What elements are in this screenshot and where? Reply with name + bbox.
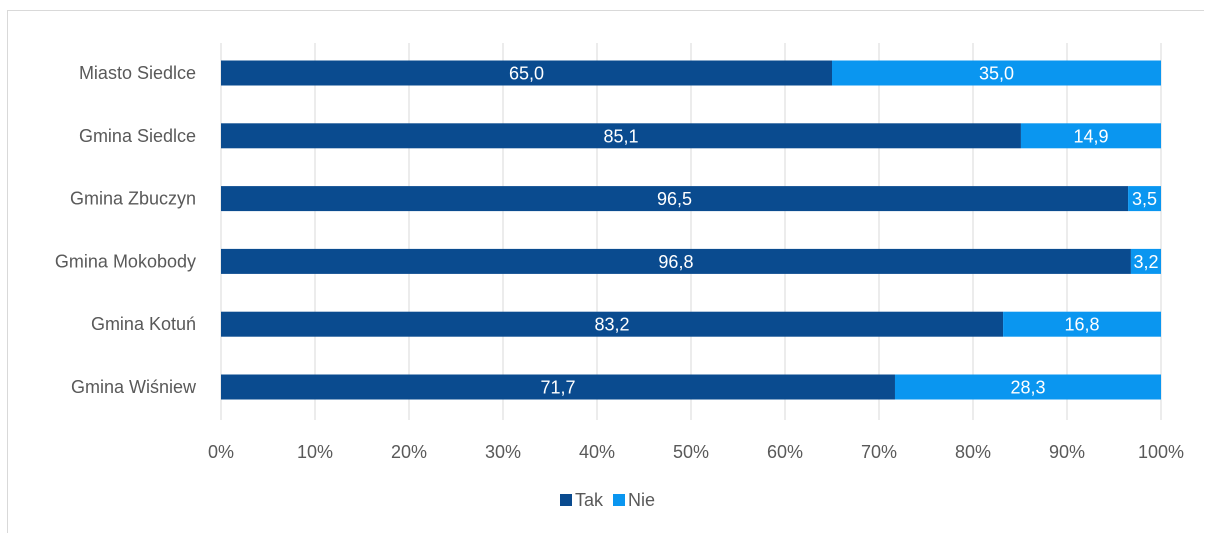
bar-segment-tak: [221, 123, 1021, 149]
chart-frame: [7, 10, 1204, 533]
data-label: 83,2: [595, 315, 630, 335]
data-label: 96,8: [658, 252, 693, 272]
x-tick-label: 10%: [297, 442, 333, 462]
x-tick-label: 40%: [579, 442, 615, 462]
x-tick-label: 60%: [767, 442, 803, 462]
x-tick-label: 70%: [861, 442, 897, 462]
legend-swatch-nie: [613, 494, 625, 506]
category-label: Gmina Zbuczyn: [70, 189, 196, 209]
category-label: Gmina Wiśniew: [71, 377, 197, 397]
bar-segment-tak: [221, 311, 1004, 337]
legend-label-tak: Tak: [575, 490, 604, 510]
x-tick-label: 50%: [673, 442, 709, 462]
data-label: 14,9: [1073, 126, 1108, 146]
bar-segment-tak: [221, 248, 1131, 274]
category-label: Gmina Mokobody: [55, 251, 196, 271]
bar-segment-nie: [894, 374, 1161, 400]
x-tick-label: 100%: [1138, 442, 1184, 462]
data-label: 28,3: [1010, 378, 1045, 398]
bar-segment-nie: [1020, 123, 1161, 149]
bars: [221, 60, 1161, 400]
bar-segment-tak: [221, 186, 1129, 212]
data-label: 85,1: [603, 126, 638, 146]
data-label: 16,8: [1065, 315, 1100, 335]
bar-segment-nie: [1130, 248, 1161, 274]
bar-segment-nie: [1003, 311, 1161, 337]
bar-segment-tak: [221, 60, 832, 86]
x-tick-label: 90%: [1049, 442, 1085, 462]
x-tick-label: 20%: [391, 442, 427, 462]
category-label: Miasto Siedlce: [79, 63, 196, 83]
x-tick-label: 30%: [485, 442, 521, 462]
x-tick-label: 80%: [955, 442, 991, 462]
x-tick-label: 0%: [208, 442, 234, 462]
bar-segment-nie: [1128, 186, 1161, 212]
data-label: 3,2: [1133, 252, 1158, 272]
legend-swatch-tak: [560, 494, 572, 506]
data-label: 65,0: [509, 64, 544, 84]
gridlines: [220, 43, 1162, 420]
labels: 0% 10% 20% 30% 40% 50% 60% 70% 80% 90% 100% Miasto …: [55, 63, 1184, 462]
bar-segment-tak: [221, 374, 895, 400]
data-label: 71,7: [540, 378, 575, 398]
bar-segment-nie: [832, 60, 1161, 86]
legend-label-nie: Nie: [628, 490, 655, 510]
legend: Tak Nie: [560, 490, 655, 510]
data-label: 3,5: [1132, 189, 1157, 209]
category-label: Gmina Kotuń: [91, 314, 196, 334]
data-label: 35,0: [979, 64, 1014, 84]
category-label: Gmina Siedlce: [79, 126, 196, 146]
data-label: 96,5: [657, 189, 692, 209]
